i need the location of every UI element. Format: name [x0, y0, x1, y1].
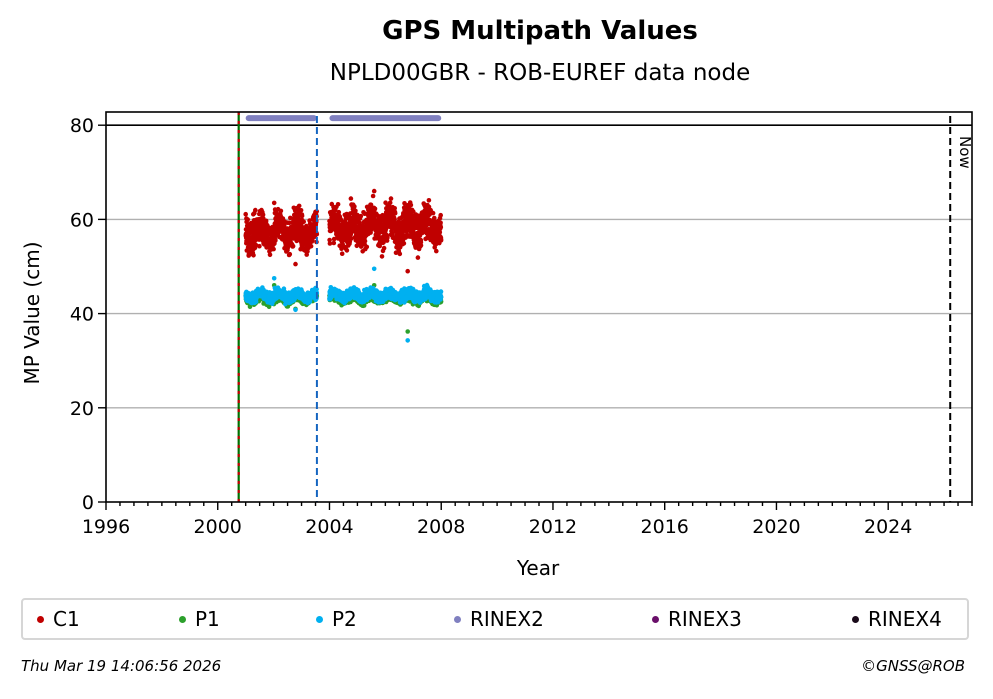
point-p2-max — [371, 266, 377, 272]
chart-title: GPS Multipath Values — [382, 16, 698, 46]
point-c1 — [370, 193, 376, 199]
point-p2 — [253, 299, 259, 305]
point-p2-max — [271, 276, 277, 281]
point-c1 — [273, 238, 278, 243]
point-c1 — [364, 244, 370, 250]
point-c1 — [308, 243, 314, 249]
point-c1-max — [271, 200, 277, 206]
point-c1 — [299, 213, 305, 219]
point-p2-min — [293, 307, 298, 313]
point-p2 — [438, 289, 444, 294]
point-c1 — [271, 246, 276, 252]
point-c1 — [362, 238, 368, 244]
plot-area — [243, 115, 444, 343]
point-p1-min — [405, 329, 411, 334]
point-c1 — [339, 251, 345, 256]
point-c1 — [298, 208, 304, 213]
series-c1 — [243, 188, 444, 274]
point-p2 — [438, 295, 444, 300]
point-c1 — [245, 217, 250, 222]
point-c1 — [344, 248, 350, 253]
point-c1 — [335, 202, 341, 207]
series-p2 — [243, 266, 444, 343]
chart-subtitle: NPLD00GBR - ROB-EUREF data node — [329, 60, 751, 86]
point-c1 — [257, 243, 262, 249]
point-c1-min — [293, 261, 298, 267]
point-p1 — [247, 304, 253, 310]
point-c1 — [278, 208, 284, 214]
point-c1 — [397, 251, 403, 257]
point-c1 — [331, 240, 337, 246]
point-c1 — [415, 255, 421, 260]
point-c1 — [348, 196, 354, 201]
point-p2-min — [405, 338, 411, 343]
point-c1 — [251, 253, 256, 258]
point-c1 — [287, 251, 293, 257]
point-c1 — [352, 204, 357, 209]
point-c1 — [327, 241, 333, 246]
point-c1 — [243, 211, 248, 217]
point-c1 — [267, 252, 273, 258]
point-c1 — [353, 208, 358, 214]
point-c1 — [401, 241, 407, 246]
point-c1 — [381, 245, 387, 251]
point-c1 — [372, 206, 378, 212]
point-c1 — [379, 254, 385, 259]
point-c1 — [388, 196, 394, 201]
point-c1 — [336, 209, 342, 215]
point-c1 — [418, 243, 424, 248]
point-c1 — [290, 243, 296, 249]
point-c1 — [296, 203, 302, 209]
point-c1 — [392, 211, 398, 216]
point-c1 — [358, 213, 364, 219]
point-c1 — [253, 207, 258, 213]
point-c1 — [387, 200, 393, 206]
point-c1 — [301, 219, 307, 224]
point-c1 — [408, 202, 414, 208]
